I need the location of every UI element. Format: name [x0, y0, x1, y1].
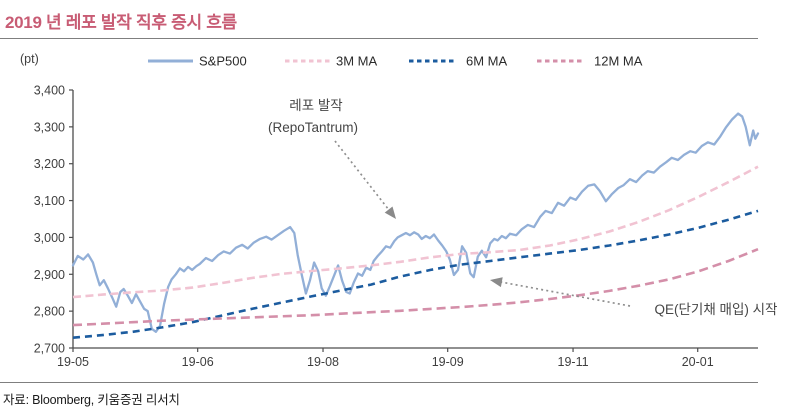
- title-divider: [0, 38, 758, 39]
- s-p500-line: [71, 112, 760, 333]
- y-tick-label: 3,400: [34, 84, 65, 98]
- y-tick-label: 2,800: [34, 305, 65, 319]
- x-tick-label: 19-09: [432, 355, 464, 369]
- y-tick-label: 2,900: [34, 268, 65, 282]
- y-tick-label: 3,200: [34, 157, 65, 171]
- footer-divider: [0, 382, 758, 383]
- legend-label-1: S&P500: [199, 54, 247, 69]
- chart-legend: S&P500 3M MA 6M MA 12M MA: [148, 54, 643, 69]
- page-title: 2019 년 레포 발작 직후 증시 흐름: [5, 13, 237, 32]
- legend-label-4: 12M MA: [594, 54, 643, 69]
- annotation-repo-line1: 레포 발작: [289, 98, 342, 113]
- chart-annotations: 레포 발작 (RepoTantrum) QE(단기채 매입) 시작: [268, 98, 777, 317]
- y-tick-label: 2,700: [34, 342, 65, 356]
- x-tick-label: 19-06: [182, 355, 214, 369]
- 3m-ma-line: [72, 165, 759, 299]
- y-axis-unit-label: (pt): [20, 52, 39, 66]
- chart-series: [71, 112, 760, 339]
- x-tick-label: 19-11: [558, 355, 589, 369]
- chart-axes: 2,700 2,800 2,900 3,000 3,100 3,200 3,300 3,400…: [34, 84, 758, 369]
- x-tick-label: 20-01: [682, 355, 714, 369]
- x-tick-label: 19-08: [307, 355, 339, 369]
- source-caption: 자료: Bloomberg, 키움증권 리서치: [3, 393, 180, 407]
- x-tick-label: 19-05: [57, 355, 89, 369]
- y-tick-label: 3,300: [34, 120, 65, 134]
- annotation-qe-label: QE(단기채 매입) 시작: [655, 302, 778, 317]
- y-tick-label: 3,000: [34, 231, 65, 245]
- 12m-ma-line: [72, 247, 759, 327]
- qe-arrow-line: [500, 281, 631, 307]
- y-tick-label: 3,100: [34, 194, 65, 208]
- annotation-repo-line2: (RepoTantrum): [268, 120, 358, 135]
- legend-label-3: 6M MA: [466, 54, 508, 69]
- qe-arrow-head: [490, 277, 503, 288]
- repo-arrow-head: [384, 206, 396, 219]
- legend-label-2: 3M MA: [336, 54, 378, 69]
- repo-arrow-line: [334, 140, 390, 211]
- 6m-ma-line: [72, 209, 759, 339]
